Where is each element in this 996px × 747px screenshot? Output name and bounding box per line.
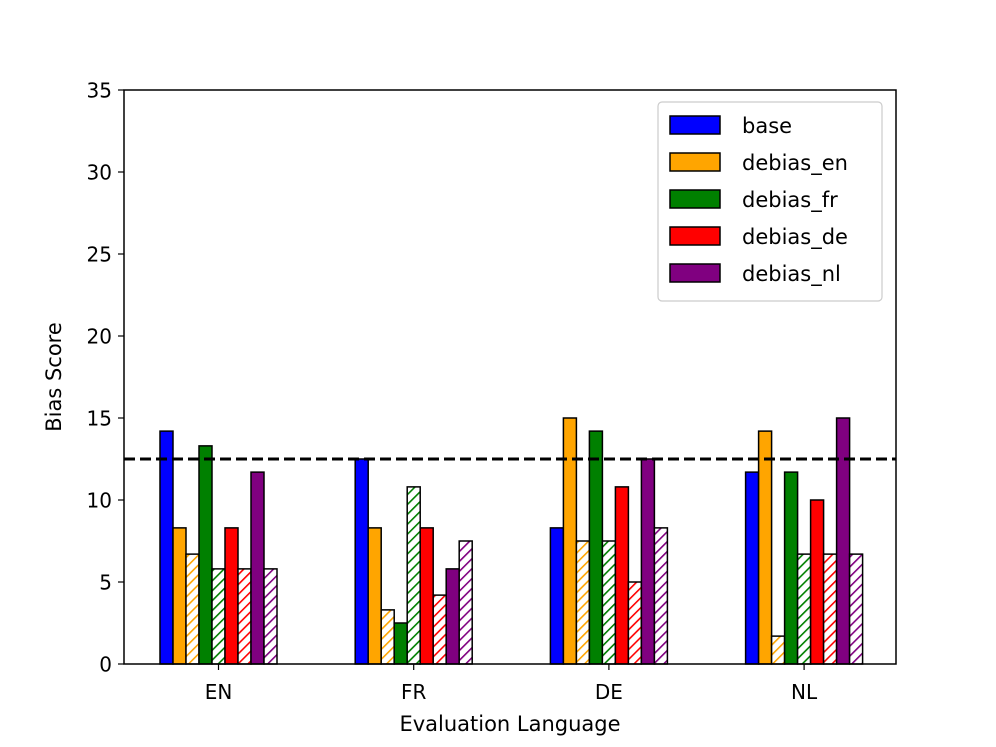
bar-base-fr bbox=[354, 458, 369, 665]
y-tick-label: 10 bbox=[87, 489, 112, 513]
plot-frame bbox=[123, 89, 897, 665]
bar-debias_de-hatched-de bbox=[627, 581, 643, 665]
bar-debias_nl-hatched-fr bbox=[458, 540, 473, 665]
legend-label-base: base bbox=[742, 114, 792, 138]
legend-label-debias_en: debias_en bbox=[742, 151, 848, 176]
legend-box bbox=[657, 101, 883, 302]
y-tick-label: 5 bbox=[99, 571, 112, 595]
legend-label-debias_de: debias_de bbox=[742, 225, 848, 250]
bar-debias_fr-hatched-en bbox=[211, 568, 226, 665]
y-tick-label: 20 bbox=[87, 325, 112, 349]
x-axis-label: Evaluation Language bbox=[399, 712, 620, 736]
bar-debias_de-de bbox=[614, 486, 630, 665]
bar-debias_fr-hatched-fr bbox=[406, 486, 421, 665]
legend: base debias_en debias_fr debias_de debias_nl bbox=[657, 101, 883, 302]
y-tick-label: 35 bbox=[87, 79, 112, 103]
bar-debias_fr-hatched-de bbox=[601, 540, 617, 665]
bar-debias_nl-hatched-en bbox=[263, 568, 278, 665]
x-tick-label-fr: FR bbox=[401, 680, 427, 704]
legend-swatch-debias_de bbox=[669, 226, 721, 246]
bar-debias_nl-hatched-de bbox=[653, 527, 669, 665]
bar-debias_nl-en bbox=[250, 471, 265, 665]
bar-base-en bbox=[159, 430, 174, 665]
legend-label-debias_nl: debias_nl bbox=[742, 262, 841, 287]
legend-swatch-debias_en bbox=[669, 152, 721, 172]
bar-debias_en-hatched-en bbox=[185, 553, 200, 665]
x-tick-label-de: DE bbox=[595, 680, 623, 704]
y-tick-label: 30 bbox=[87, 161, 112, 185]
bar-debias_nl-hatched-nl bbox=[848, 553, 864, 665]
bar-debias_en-hatched-fr bbox=[380, 609, 395, 665]
bar-debias_en-de bbox=[562, 417, 578, 665]
x-tick-label-en: EN bbox=[205, 680, 233, 704]
bar-debias_fr-nl bbox=[783, 471, 799, 665]
bar-debias_de-en bbox=[224, 527, 239, 665]
bar-debias_en-nl bbox=[757, 430, 773, 665]
y-tick-label: 15 bbox=[87, 407, 112, 431]
x-axis: EN FR DE NL bbox=[205, 664, 818, 704]
legend-swatch-debias_fr bbox=[669, 189, 721, 209]
legend-swatch-debias_nl bbox=[669, 263, 721, 283]
bar-debias_de-hatched-nl bbox=[822, 553, 838, 665]
bar-debias_nl-nl bbox=[835, 417, 851, 665]
bar-debias_en-en bbox=[172, 527, 187, 665]
bar-debias_de-hatched-en bbox=[237, 568, 252, 665]
bar-debias_nl-de bbox=[640, 458, 656, 665]
legend-label-debias_fr: debias_fr bbox=[742, 188, 838, 213]
bar-debias_fr-en bbox=[198, 445, 213, 665]
bar-debias_de-nl bbox=[809, 499, 825, 665]
bar-debias_fr-hatched-nl bbox=[796, 553, 812, 665]
y-axis-label: Bias Score bbox=[42, 322, 66, 432]
x-tick-label-nl: NL bbox=[791, 680, 818, 704]
bar-base-de bbox=[549, 527, 565, 665]
bar-base-nl bbox=[744, 471, 760, 665]
bar-debias_en-hatched-nl bbox=[770, 635, 786, 665]
y-tick-label: 25 bbox=[87, 243, 112, 267]
y-axis: 0 5 10 15 20 25 30 35 bbox=[87, 79, 124, 677]
bar-debias_fr-de bbox=[588, 430, 604, 665]
bar-debias_nl-fr bbox=[445, 568, 460, 665]
bar-debias_en-fr bbox=[367, 527, 382, 665]
bar-debias_fr-fr bbox=[393, 622, 408, 665]
y-tick-label: 0 bbox=[99, 653, 112, 677]
bars-layer bbox=[159, 417, 864, 665]
bar-debias_de-fr bbox=[419, 527, 434, 665]
legend-swatch-base bbox=[669, 115, 721, 135]
bar-debias_de-hatched-fr bbox=[432, 594, 447, 665]
bar-debias_en-hatched-de bbox=[575, 540, 591, 665]
